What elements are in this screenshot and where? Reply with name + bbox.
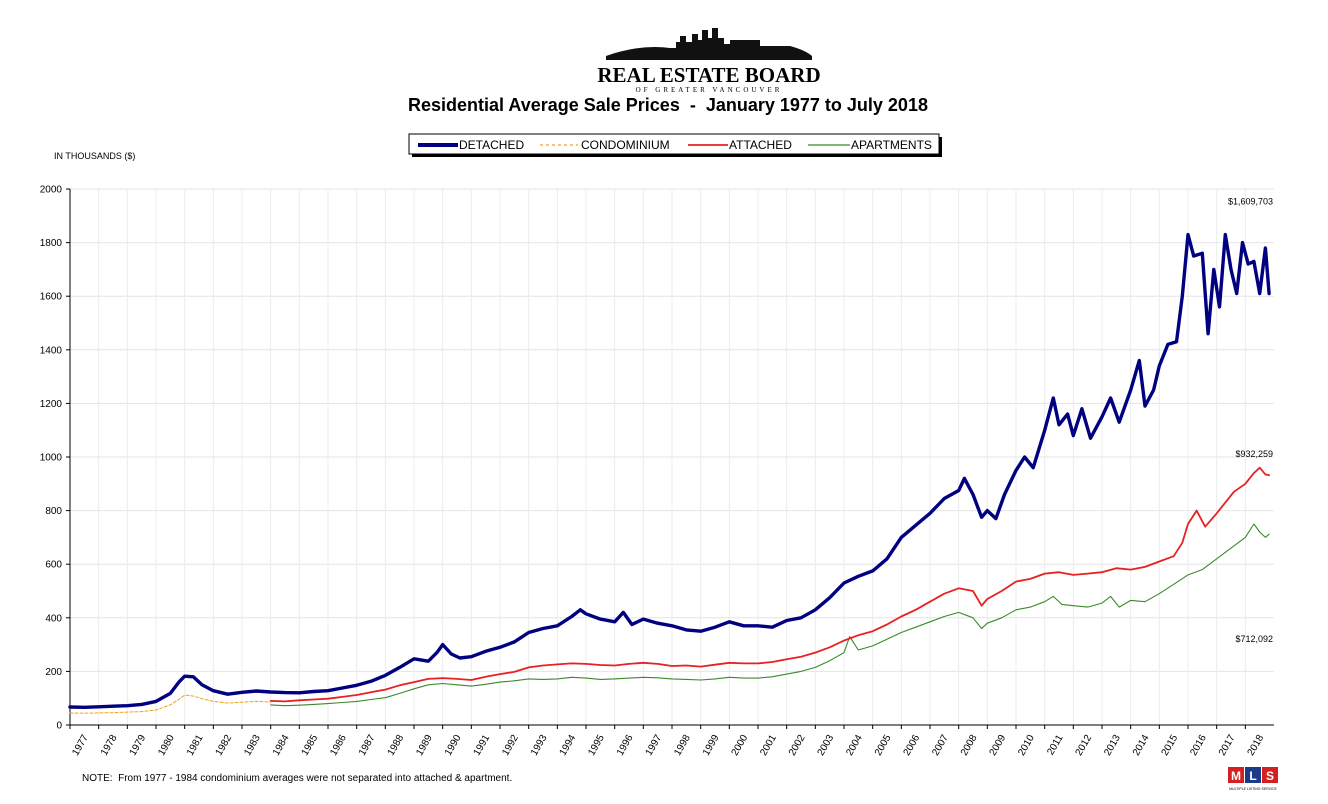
x-tick-label: 1986: [328, 733, 349, 758]
x-tick-label: 2001: [758, 733, 779, 758]
x-tick-label: 2009: [988, 733, 1009, 758]
mls-letter-s: S: [1266, 769, 1274, 783]
legend: DETACHED CONDOMINIUM ATTACHED APARTMENTS: [408, 133, 942, 157]
x-tick-label: 1988: [386, 733, 407, 758]
x-tick-label: 2005: [873, 733, 894, 758]
x-tick-label: 1991: [472, 733, 493, 758]
x-tick-label: 1990: [443, 733, 464, 758]
x-tick-label: 2012: [1074, 733, 1095, 758]
y-tick-label: 1200: [40, 399, 63, 410]
mls-letter-m: M: [1231, 769, 1241, 783]
x-tick-label: 1996: [615, 733, 636, 758]
x-tick-label: 2017: [1217, 733, 1238, 758]
x-tick-label: 2010: [1016, 733, 1037, 758]
x-tick-label: 1993: [529, 733, 550, 758]
x-tick-label: 2015: [1160, 733, 1181, 758]
mls-box-m: [1228, 767, 1244, 783]
legend-label-detached: DETACHED: [459, 138, 524, 152]
legend-label-attached: ATTACHED: [729, 138, 792, 152]
skyline-icon: [606, 28, 812, 60]
x-tick-label: 2002: [787, 733, 808, 758]
x-tick-label: 2011: [1045, 733, 1065, 758]
mls-letter-l: L: [1249, 769, 1256, 783]
x-tick-label: 1981: [185, 733, 206, 758]
logo-sub: OF GREATER VANCOUVER: [636, 86, 783, 94]
chart-title: Residential Average Sale Prices - Januar…: [408, 95, 928, 115]
x-tick-label: 1997: [644, 733, 665, 758]
annotation-apartments: $712,092: [1235, 634, 1273, 644]
annotation-detached: $1,609,703: [1228, 197, 1273, 207]
x-tick-label: 1979: [128, 733, 149, 758]
logo-name: REAL ESTATE BOARD: [597, 63, 820, 87]
series-line-attached: [269, 466, 1270, 703]
x-tick-label: 1999: [701, 733, 722, 758]
x-tick-label: 2000: [730, 733, 751, 758]
legend-box: [408, 133, 940, 155]
x-tick-label: 1989: [414, 733, 435, 758]
x-tick-label: 2013: [1102, 733, 1123, 758]
mls-box-l: [1245, 767, 1261, 783]
x-tick-label: 2004: [844, 733, 865, 758]
y-tick-label: 1000: [40, 453, 63, 464]
x-tick-label: 1998: [672, 733, 693, 758]
grid: [69, 188, 1274, 725]
x-tick-label: 1983: [242, 733, 263, 758]
logo: REAL ESTATE BOARD OF GREATER VANCOUVER: [597, 28, 821, 94]
series-lines: [68, 232, 1271, 714]
y-tick-label: 800: [45, 506, 62, 517]
mls-caption: MULTIPLE LISTING SERVICE: [1229, 787, 1277, 791]
series-line-apartments: [270, 523, 1270, 707]
y-tick-label: 600: [45, 560, 62, 571]
x-tick-label: 1980: [156, 733, 177, 758]
x-tick-label: 1985: [300, 733, 321, 758]
y-tick-label: 1400: [40, 345, 63, 356]
y-tick-label: 200: [45, 667, 62, 678]
x-tick-label: 1995: [586, 733, 607, 758]
y-tick-label: 1600: [40, 292, 63, 303]
y-tick-label: 0: [56, 721, 62, 732]
x-tick-label: 2008: [959, 733, 980, 758]
x-tick-label: 2003: [816, 733, 837, 758]
series-line-condominium: [69, 694, 272, 714]
y-tick-label: 1800: [40, 238, 63, 249]
legend-label-apartments: APARTMENTS: [851, 138, 932, 152]
x-tick-label: 2018: [1246, 733, 1267, 758]
x-tick-label: 2006: [902, 733, 923, 758]
y-tick-label: 2000: [40, 185, 63, 196]
footnote: NOTE: From 1977 - 1984 condominium avera…: [82, 773, 512, 784]
mls-box-s: [1262, 767, 1278, 783]
x-tick-label: 1987: [357, 733, 378, 758]
x-tick-label: 1992: [500, 733, 521, 758]
x-tick-label: 2014: [1131, 733, 1152, 758]
y-axis-label: IN THOUSANDS ($): [54, 151, 135, 161]
legend-label-condominium: CONDOMINIUM: [581, 138, 670, 152]
annotations: $1,609,703 $932,259 $712,092: [1228, 197, 1273, 645]
x-tick-label: 2007: [930, 733, 951, 758]
series-line-detached: [68, 232, 1271, 709]
x-tick-label: 1984: [271, 733, 292, 758]
x-tick-label: 1977: [70, 733, 91, 758]
x-tick-label: 2016: [1188, 733, 1209, 758]
x-tick-label: 1982: [214, 733, 235, 758]
y-tick-label: 400: [45, 613, 62, 624]
annotation-attached: $932,259: [1235, 449, 1273, 459]
mls-badge: M L S MULTIPLE LISTING SERVICE: [1228, 767, 1278, 791]
x-tick-label: 1978: [99, 733, 120, 758]
x-tick-label: 1994: [558, 733, 579, 758]
